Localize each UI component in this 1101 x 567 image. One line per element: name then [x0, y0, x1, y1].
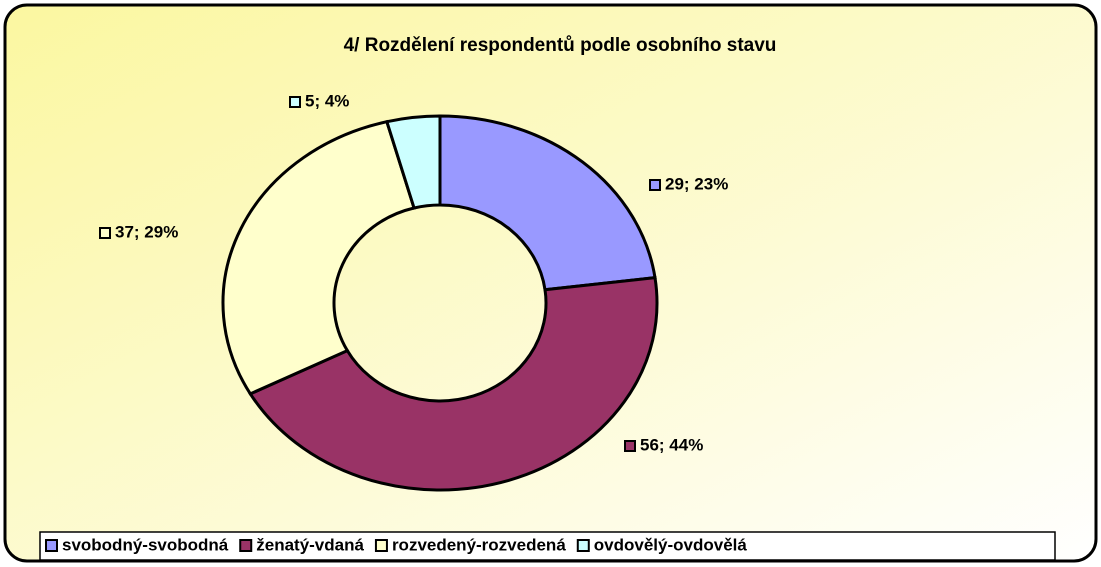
data-label: 29; 23%: [665, 174, 728, 193]
donut-slice: [221, 119, 416, 396]
legend-key: [374, 539, 388, 552]
data-label-key: [289, 96, 301, 108]
data-label-key: [649, 179, 661, 191]
data-label-key: [99, 227, 111, 239]
legend-key: [576, 539, 590, 552]
data-label-key: [624, 440, 636, 452]
legend-key: [239, 539, 253, 552]
legend-box: [39, 531, 1056, 561]
donut-slice: [438, 114, 657, 292]
legend-key: [45, 539, 58, 552]
chart-title: 4/ Rozdělení respondentů podle osobního …: [344, 35, 777, 56]
donut-slice: [248, 275, 659, 492]
donut-slice: [384, 114, 442, 210]
data-label: 56; 44%: [640, 435, 703, 454]
data-label: 37; 29%: [115, 222, 178, 241]
legend-label: ovdovělý-ovdovělá: [594, 535, 748, 554]
legend-label: svobodný-svobodná: [62, 535, 229, 554]
legend-label: ženatý-vdaná: [256, 535, 364, 554]
legend-label: rozvedený-rozvedená: [392, 535, 566, 554]
data-label: 5; 4%: [305, 91, 349, 110]
